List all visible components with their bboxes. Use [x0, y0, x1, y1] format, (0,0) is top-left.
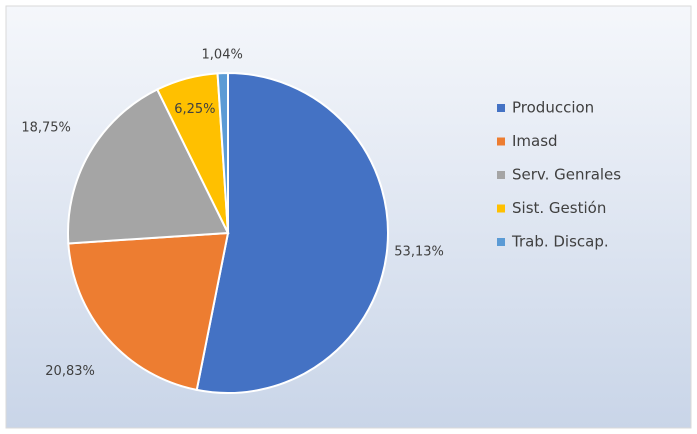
data-label: 20,83%	[45, 364, 95, 379]
legend-swatch	[497, 137, 505, 146]
pie-slice	[216, 71, 229, 234]
data-label: 1,04%	[202, 48, 243, 63]
pie-slice	[67, 231, 230, 392]
legend-label: Sist. Gestión	[512, 199, 606, 217]
legend-swatch	[497, 204, 505, 213]
legend-label: Serv. Genrales	[512, 166, 621, 184]
pie-slice	[67, 88, 230, 245]
data-label: 18,75%	[21, 120, 71, 135]
legend-swatch	[497, 238, 505, 246]
pie-slice	[195, 71, 389, 394]
legend-label: Trab. Discap.	[511, 233, 609, 251]
data-label: 53,13%	[394, 244, 444, 259]
legend-swatch	[497, 171, 505, 179]
legend-label: Imasd	[512, 132, 558, 150]
legend-label: Produccion	[512, 99, 594, 117]
data-label: 6,25%	[174, 102, 215, 117]
legend-swatch	[497, 104, 505, 112]
